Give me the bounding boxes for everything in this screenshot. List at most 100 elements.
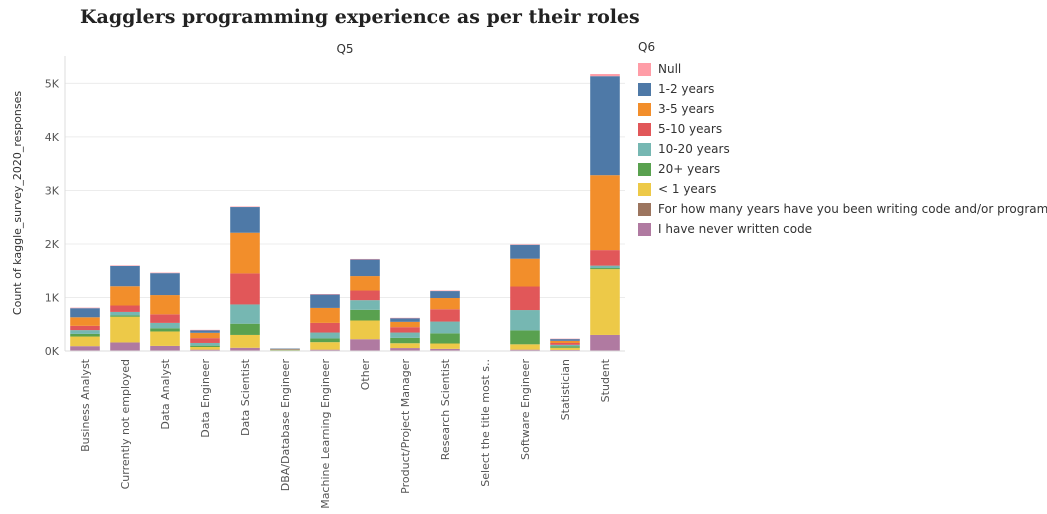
bar-segment[interactable]	[550, 347, 580, 350]
bar-segment[interactable]	[310, 349, 340, 351]
bar-segment[interactable]	[350, 339, 380, 351]
bar-segment[interactable]	[230, 206, 260, 208]
bar-segment[interactable]	[390, 318, 420, 322]
bar-segment[interactable]	[110, 316, 140, 343]
bar-segment[interactable]	[510, 244, 540, 245]
bar-segment[interactable]	[310, 338, 340, 343]
bar-segment[interactable]	[270, 350, 300, 351]
bar-segment[interactable]	[550, 340, 580, 343]
bar-segment[interactable]	[270, 349, 300, 351]
bar-segment[interactable]	[230, 207, 260, 233]
bar-segment[interactable]	[150, 295, 180, 315]
bar-segment[interactable]	[70, 317, 100, 326]
bar-segment[interactable]	[430, 290, 460, 292]
bar-segment[interactable]	[590, 334, 620, 351]
bar-segment[interactable]	[190, 349, 220, 351]
bar-segment[interactable]	[230, 323, 260, 335]
legend-item[interactable]: < 1 years	[638, 179, 1047, 199]
bar-segment[interactable]	[510, 244, 540, 259]
bar-segment[interactable]	[310, 294, 340, 308]
bar-segment[interactable]	[70, 325, 100, 331]
bar-segment[interactable]	[550, 338, 580, 340]
bar-segment[interactable]	[390, 317, 420, 319]
bar-segment[interactable]	[510, 258, 540, 287]
legend-item[interactable]: For how many years have you been writing…	[638, 199, 1047, 219]
bar-segment[interactable]	[110, 311, 140, 316]
bar-segment[interactable]	[70, 336, 100, 347]
bar-segment[interactable]	[590, 269, 620, 335]
bar-segment[interactable]	[150, 331, 180, 346]
bar-segment[interactable]	[150, 273, 180, 296]
bar-segment[interactable]	[70, 330, 100, 334]
bar-segment[interactable]	[230, 347, 260, 351]
bar-segment[interactable]	[350, 320, 380, 340]
bar-segment[interactable]	[590, 175, 620, 251]
bar-segment[interactable]	[590, 265, 620, 269]
bar-segment[interactable]	[190, 332, 220, 339]
bar-segment[interactable]	[310, 342, 340, 350]
bar-segment[interactable]	[590, 76, 620, 176]
bar-segment[interactable]	[150, 272, 180, 274]
bar-segment[interactable]	[350, 259, 380, 277]
bar-segment[interactable]	[70, 346, 100, 351]
bar-segment[interactable]	[590, 268, 620, 270]
legend-item[interactable]: 5-10 years	[638, 119, 1047, 139]
bar-segment[interactable]	[590, 250, 620, 266]
legend-item[interactable]: 3-5 years	[638, 99, 1047, 119]
bar-segment[interactable]	[110, 265, 140, 266]
bar-segment[interactable]	[270, 349, 300, 350]
bar-segment[interactable]	[550, 338, 580, 341]
bar-segment[interactable]	[350, 258, 380, 260]
bar-segment[interactable]	[430, 309, 460, 322]
bar-segment[interactable]	[350, 290, 380, 301]
bar-segment[interactable]	[230, 304, 260, 324]
bar-segment[interactable]	[430, 343, 460, 349]
bar-segment[interactable]	[510, 286, 540, 311]
bar-segment[interactable]	[550, 349, 580, 351]
bar-segment[interactable]	[150, 345, 180, 351]
bar-segment[interactable]	[70, 307, 100, 309]
bar-segment[interactable]	[430, 321, 460, 334]
bar-segment[interactable]	[190, 329, 220, 331]
bar-segment[interactable]	[350, 276, 380, 291]
bar-segment[interactable]	[190, 330, 220, 333]
legend-item[interactable]: 20+ years	[638, 159, 1047, 179]
legend-item[interactable]: I have never written code	[638, 219, 1047, 239]
bar-segment[interactable]	[310, 307, 340, 323]
bar-segment[interactable]	[510, 344, 540, 350]
bar-segment[interactable]	[550, 344, 580, 347]
bar-segment[interactable]	[110, 315, 140, 317]
bar-segment[interactable]	[430, 291, 460, 299]
bar-segment[interactable]	[70, 308, 100, 318]
bar-segment[interactable]	[190, 345, 220, 347]
bar-segment[interactable]	[310, 332, 340, 339]
bar-segment[interactable]	[430, 333, 460, 344]
legend-item[interactable]: Null	[638, 59, 1047, 79]
bar-segment[interactable]	[150, 322, 180, 329]
bar-segment[interactable]	[190, 346, 220, 350]
bar-segment[interactable]	[110, 265, 140, 287]
bar-segment[interactable]	[350, 300, 380, 310]
bar-segment[interactable]	[110, 286, 140, 306]
bar-segment[interactable]	[510, 349, 540, 351]
bar-segment[interactable]	[110, 305, 140, 312]
bar-segment[interactable]	[550, 342, 580, 345]
bar-segment[interactable]	[190, 338, 220, 343]
bar-segment[interactable]	[310, 294, 340, 295]
bar-segment[interactable]	[150, 314, 180, 323]
legend-item[interactable]: 10-20 years	[638, 139, 1047, 159]
bar-segment[interactable]	[270, 349, 300, 350]
bar-segment[interactable]	[510, 310, 540, 331]
bar-segment[interactable]	[550, 346, 580, 348]
bar-segment[interactable]	[390, 348, 420, 351]
bar-segment[interactable]	[110, 342, 140, 351]
bar-segment[interactable]	[190, 342, 220, 346]
bar-segment[interactable]	[510, 330, 540, 345]
bar-segment[interactable]	[150, 328, 180, 332]
bar-segment[interactable]	[390, 337, 420, 344]
bar-segment[interactable]	[310, 322, 340, 333]
bar-segment[interactable]	[390, 332, 420, 338]
bar-segment[interactable]	[390, 327, 420, 333]
legend-item[interactable]: 1-2 years	[638, 79, 1047, 99]
bar-segment[interactable]	[430, 298, 460, 310]
